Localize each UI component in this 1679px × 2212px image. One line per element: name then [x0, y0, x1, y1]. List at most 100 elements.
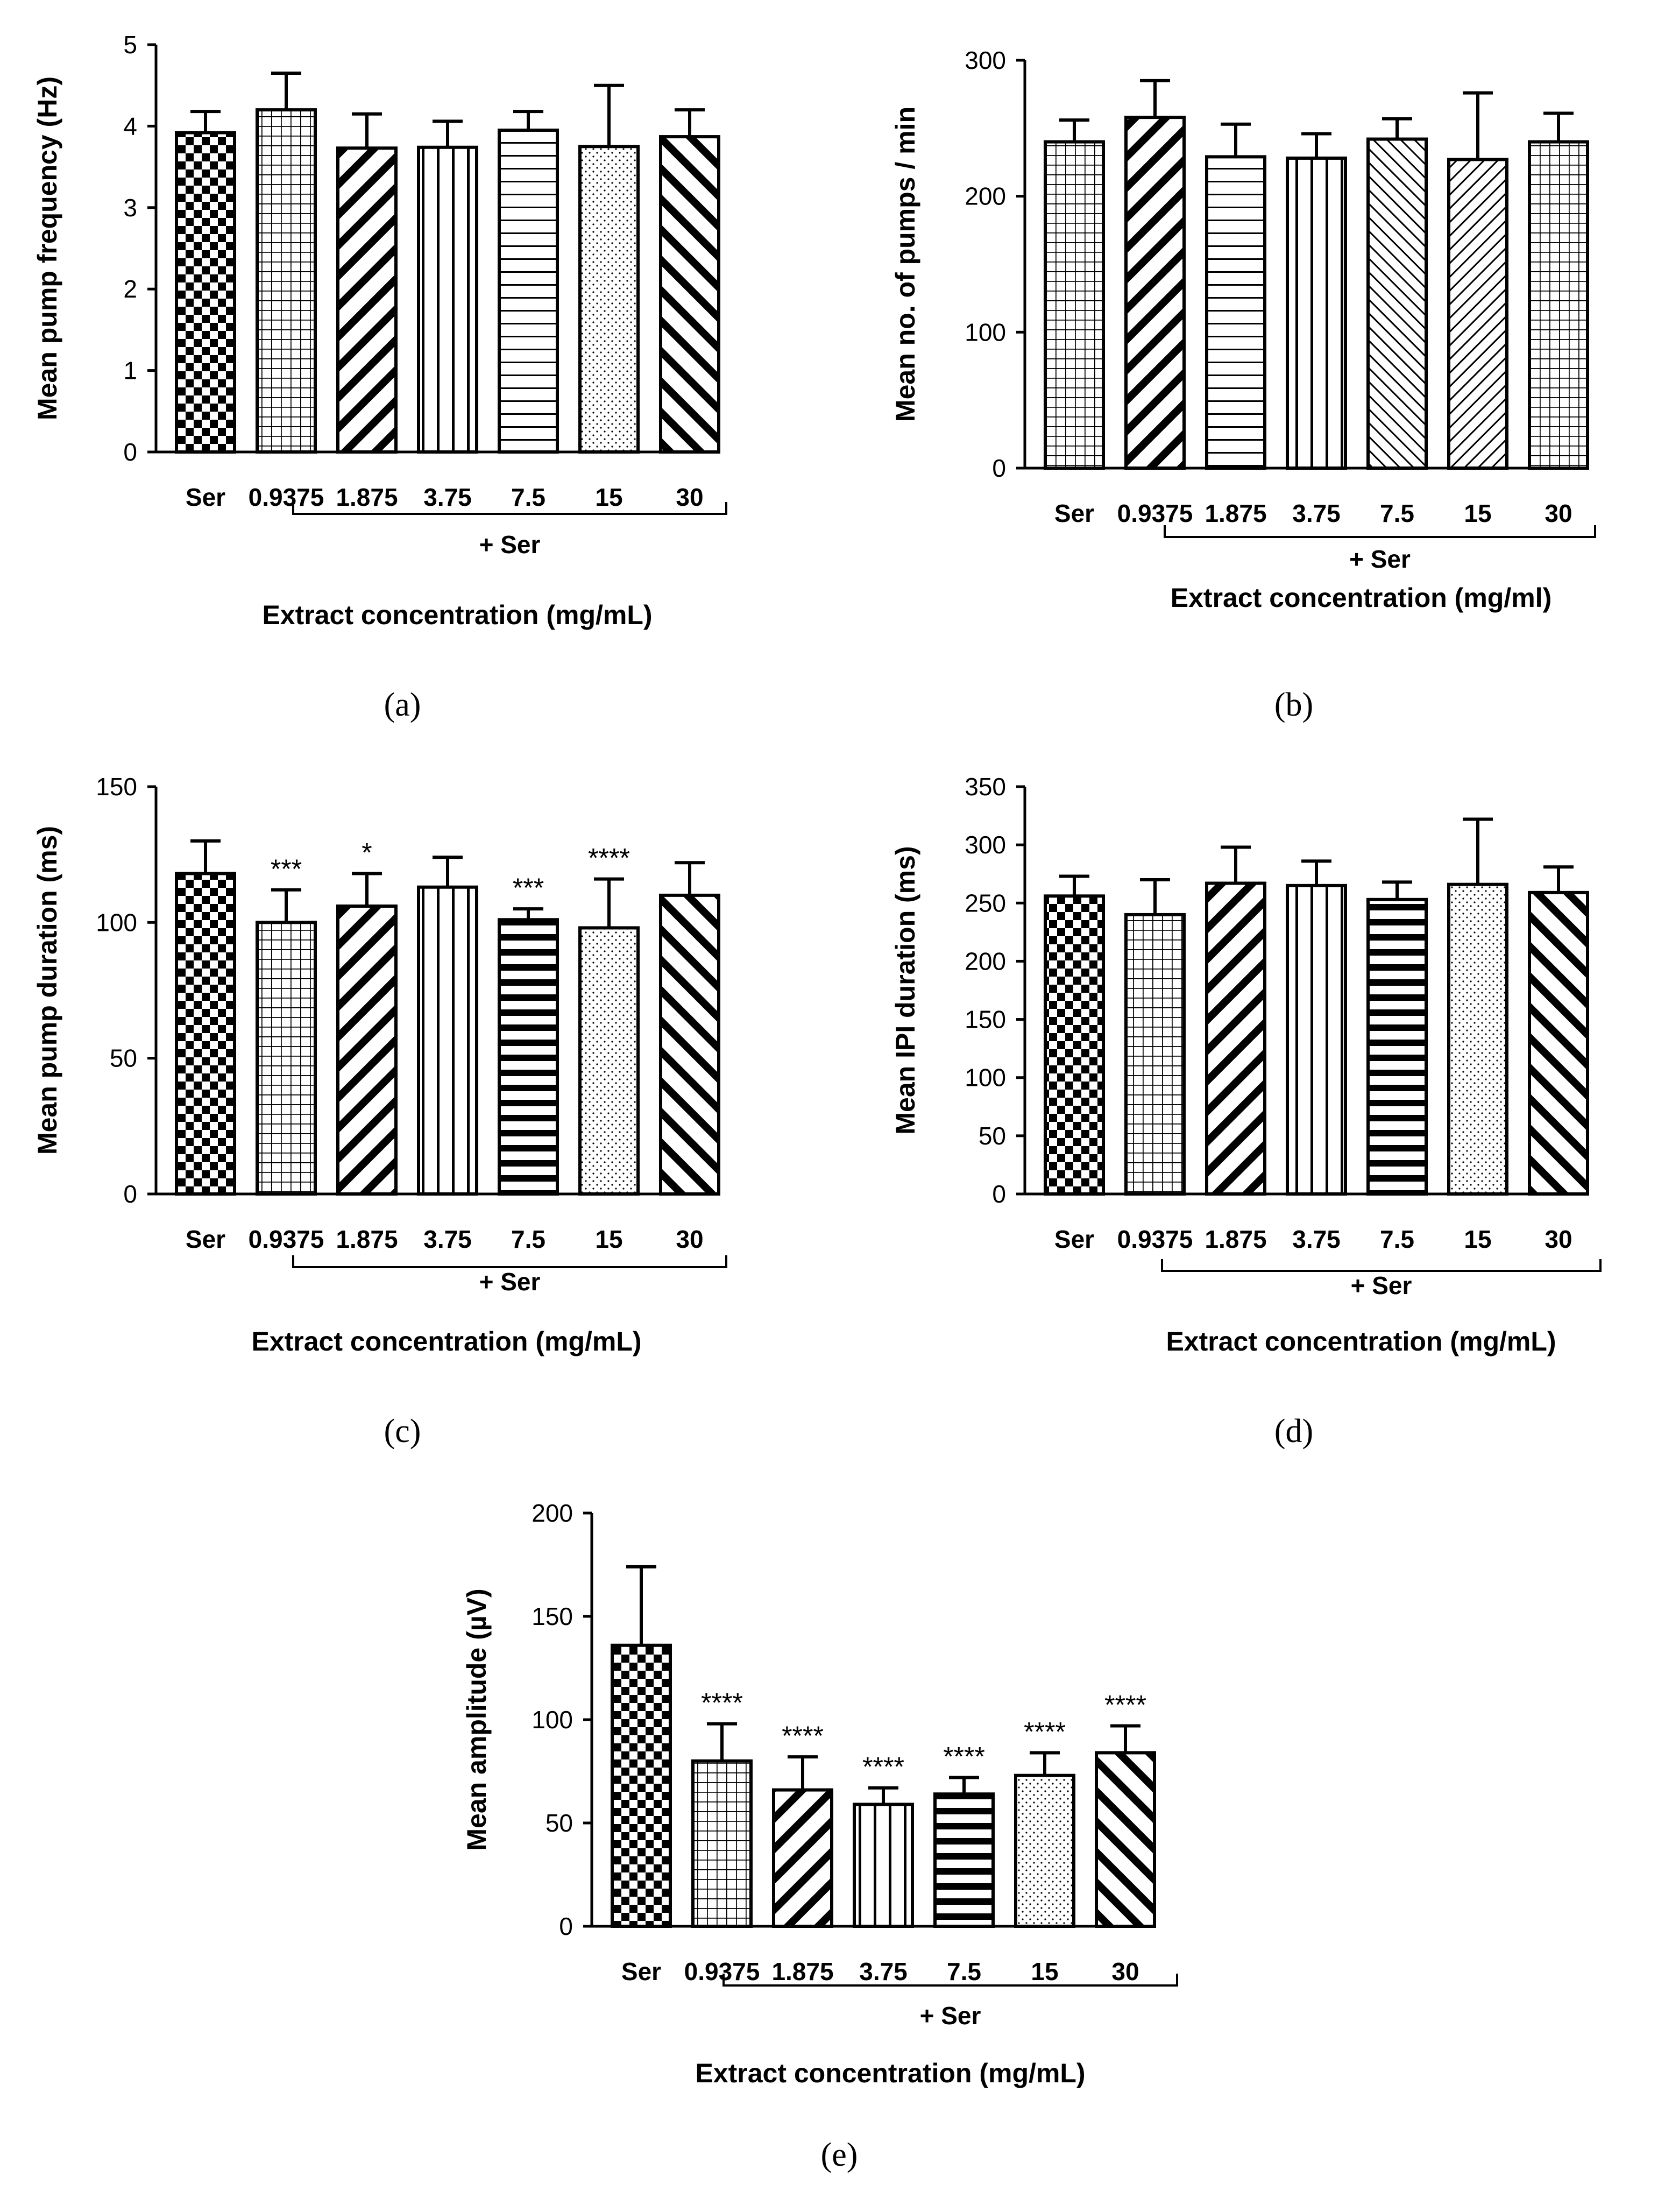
bracket-label: + Ser: [1351, 1271, 1412, 1299]
y-tick-label: 50: [546, 1809, 573, 1837]
x-tick-label: 3.75: [1292, 1225, 1341, 1253]
y-tick-label: 100: [965, 1064, 1006, 1092]
x-tick-label: 1.875: [1205, 1225, 1266, 1253]
y-tick-label: 200: [965, 182, 1006, 210]
bar-15: [1014, 1773, 1075, 1928]
x-tick-label: 3.75: [423, 483, 472, 511]
x-tick-label: 15: [595, 483, 622, 511]
x-tick-label: 0.9375: [249, 483, 324, 511]
charts-layer: 0 1 2 3 4 5 Mean pump frequency (Hz) Ser 0.9375 1…: [32, 31, 1602, 2173]
x-tick-label: 3.75: [1292, 499, 1341, 527]
bar-3.75: [417, 145, 478, 454]
x-tick-label: Ser: [621, 1957, 661, 1985]
y-tick-label: 200: [965, 947, 1006, 975]
treatment-bracket: [292, 502, 727, 515]
bar-3.75: [1286, 884, 1347, 1196]
x-axis-label: Extract concentration (mg/mL): [262, 600, 652, 630]
bar-15: [578, 926, 640, 1196]
chart-panel-c: 0 50 100 150 Mean pump duration (ms) Ser *** 0.…: [32, 773, 727, 1450]
y-tick-label: 3: [123, 194, 137, 222]
significance-label: ****: [943, 1742, 985, 1772]
x-tick-label: 1.875: [771, 1957, 833, 1985]
y-tick-label: 4: [123, 112, 137, 140]
y-tick-label: 50: [979, 1122, 1006, 1150]
bar-30: [1528, 891, 1589, 1196]
x-tick-label: 0.9375: [1117, 499, 1193, 527]
x-tick-label: 0.9375: [684, 1957, 760, 1985]
y-axis-label: Mean amplitude (µV): [462, 1588, 492, 1850]
bar-0.9375: [256, 108, 317, 454]
y-axis-label: Mean IPI duration (ms): [890, 846, 920, 1134]
bar-7.5: [1366, 897, 1428, 1196]
y-tick-label: 0: [559, 1912, 573, 1940]
significance-label: ****: [782, 1721, 824, 1751]
bar-7.5: [498, 128, 559, 454]
y-axis-label: Mean pump duration (ms): [32, 826, 62, 1155]
x-tick-label: Ser: [1054, 499, 1094, 527]
x-tick-label: 7.5: [1380, 499, 1414, 527]
x-tick-label: 30: [1111, 1957, 1139, 1985]
x-tick-label: Ser: [186, 1225, 225, 1253]
panel-label: (a): [384, 687, 421, 723]
x-tick-label: 1.875: [336, 1225, 398, 1253]
bar-0.9375: [1124, 116, 1186, 470]
bar-7.5: [933, 1792, 995, 1928]
y-tick-label: 100: [965, 318, 1006, 346]
y-tick-label: 150: [96, 773, 137, 801]
significance-label: ***: [513, 873, 544, 903]
y-tick-label: 100: [532, 1706, 573, 1734]
chart-panel-b: 0 100 200 300 Mean no. of pumps / min Ser 0.93…: [890, 46, 1596, 723]
bar-30: [1095, 1751, 1156, 1928]
bar-15: [1447, 158, 1508, 470]
bar-Ser: [1044, 894, 1105, 1196]
bar-1.875: [336, 146, 398, 454]
chart-panel-e: 0 50 100 150 200 Mean amplitude (µV) Ser **** 0.…: [462, 1499, 1178, 2173]
y-axis-label: Mean pump frequency (Hz): [32, 76, 62, 420]
x-tick-label: 3.75: [859, 1957, 908, 1985]
x-tick-label: 0.9375: [1117, 1225, 1193, 1253]
panel-label: (c): [384, 1413, 421, 1450]
y-tick-label: 150: [532, 1602, 573, 1630]
bar-15: [578, 145, 640, 454]
significance-label: ****: [588, 843, 630, 873]
bar-1.875: [1205, 155, 1266, 470]
bar-0.9375: [691, 1759, 753, 1928]
treatment-bracket: [1161, 1259, 1602, 1272]
bar-15: [1447, 882, 1508, 1196]
x-tick-label: 30: [1545, 1225, 1572, 1253]
x-tick-label: 15: [595, 1225, 622, 1253]
bar-0.9375: [256, 921, 317, 1196]
bracket-label: + Ser: [1349, 545, 1411, 573]
bar-30: [659, 135, 720, 454]
y-tick-label: 0: [992, 454, 1006, 482]
x-tick-label: 1.875: [1205, 499, 1266, 527]
treatment-bracket: [292, 1255, 727, 1268]
bar-3.75: [853, 1803, 914, 1928]
y-tick-label: 100: [96, 908, 137, 936]
significance-label: ***: [271, 854, 302, 884]
bar-Ser: [175, 872, 236, 1196]
y-tick-label: 300: [965, 46, 1006, 74]
y-tick-label: 1: [123, 357, 137, 385]
y-tick-label: 0: [123, 1180, 137, 1208]
y-axis-label: Mean no. of pumps / min: [890, 107, 920, 422]
y-tick-label: 0: [123, 438, 137, 466]
x-tick-label: 30: [676, 483, 703, 511]
x-tick-label: Ser: [186, 483, 225, 511]
x-tick-label: 7.5: [947, 1957, 981, 1985]
bar-3.75: [417, 885, 478, 1196]
y-tick-label: 0: [992, 1180, 1006, 1208]
bar-Ser: [1044, 140, 1105, 470]
x-tick-label: 1.875: [336, 483, 398, 511]
panel-label: (b): [1274, 687, 1313, 723]
y-tick-label: 50: [110, 1044, 137, 1072]
x-tick-label: 15: [1031, 1957, 1058, 1985]
x-axis-label: Extract concentration (mg/mL): [695, 2058, 1085, 2088]
y-tick-label: 250: [965, 889, 1006, 917]
bar-7.5: [498, 918, 559, 1196]
y-tick-label: 300: [965, 831, 1006, 859]
significance-label: ****: [862, 1752, 904, 1782]
panel-label: (d): [1274, 1413, 1313, 1450]
